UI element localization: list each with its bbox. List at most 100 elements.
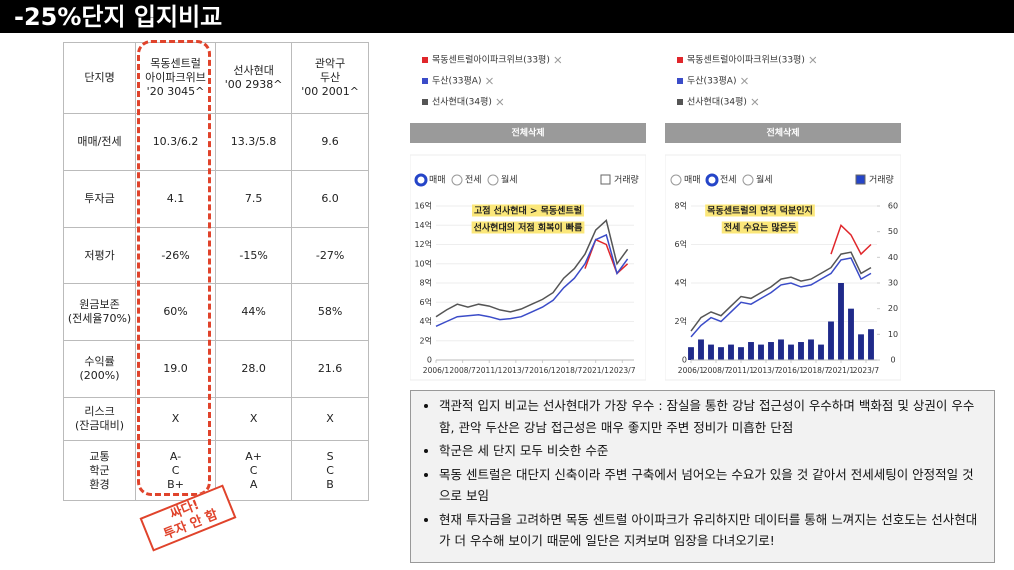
table-cell: 투자금 — [62, 170, 137, 228]
annotation: 고점 선사현대 > 목동센트럴 — [474, 205, 582, 217]
highlight-frame — [137, 40, 211, 496]
y-tick-label: 4억 — [675, 278, 687, 288]
y-tick-label: 2억 — [675, 316, 687, 326]
title-bar: -25%단지 입지비교 — [0, 0, 1014, 33]
table-row: 수익률 (200%) 19.0 28.0 21.6 — [62, 340, 369, 398]
comparison-table: 단지명 목동센트럴 아이파크위브 '20 3045^ 선사현대 '00 2938^ 관… — [62, 42, 369, 501]
table-cell: 수익률 (200%) — [62, 340, 137, 398]
remove-icon[interactable] — [809, 56, 817, 64]
volume-bar — [858, 334, 864, 360]
clear-button[interactable] — [665, 123, 901, 143]
table-cell: -27% — [291, 227, 369, 284]
radio-label: 월세 — [501, 174, 518, 186]
remove-icon[interactable] — [751, 98, 759, 106]
series-line — [435, 218, 629, 318]
x-tick-label: 2008/7 — [449, 366, 476, 375]
legend-label: 두산(33평A) — [687, 76, 736, 87]
radio[interactable] — [414, 173, 428, 187]
volume-checkbox[interactable] — [600, 174, 611, 185]
annotation-highlight — [471, 221, 585, 234]
y2-tick-label: 20 — [888, 304, 898, 313]
series-line — [435, 233, 629, 327]
radio[interactable] — [670, 174, 682, 186]
volume-checkbox[interactable] — [855, 174, 866, 185]
legend-label: 선사현대(34평) — [687, 97, 747, 108]
series-line — [690, 257, 872, 338]
slide-title: -25%단지 입지비교 — [14, 3, 223, 31]
volume-label: 거래량 — [869, 174, 894, 186]
volume-bar — [748, 342, 754, 360]
volume-label: 거래량 — [614, 174, 639, 186]
table-cell: 원금보존 (전세율70%) — [62, 283, 137, 341]
x-tick-label: 2016/1 — [778, 366, 805, 375]
y2-tick-label: 30 — [888, 279, 898, 288]
note-item: 현재 투자금을 고려하면 목동 센트럴 아이파크가 유리하지만 데이터를 통해 … — [439, 509, 982, 552]
y2-tick-label: 10 — [888, 330, 898, 339]
volume-bar — [848, 308, 854, 360]
table-cell: 13.3/5.8 — [215, 113, 293, 171]
volume-bar — [688, 347, 694, 360]
note-item: 객관적 입지 비교는 선사현대가 가장 우수 : 잠실을 통한 강남 접근성이 … — [439, 395, 982, 438]
x-tick-label: 2021/1 — [828, 366, 855, 375]
x-tick-label: 2021/1 — [582, 366, 609, 375]
y-tick-label: 8억 — [675, 201, 687, 211]
volume-bar — [778, 339, 784, 360]
remove-icon[interactable] — [741, 77, 748, 85]
y2-tick-label: 50 — [888, 227, 898, 236]
y-tick-label: 4억 — [420, 316, 432, 326]
y-tick-label: 8억 — [420, 278, 432, 288]
annotation-highlight — [705, 204, 815, 217]
x-tick-label: 2013/7 — [503, 366, 530, 375]
radio[interactable] — [742, 174, 754, 186]
legend-label: 두산(33평A) — [432, 76, 481, 87]
volume-bar — [818, 344, 824, 360]
table-cell: 7.5 — [215, 170, 293, 228]
table-cell: 10.3/6.2 — [135, 113, 217, 171]
table-cell: 목동센트럴 아이파크위브 '20 3045^ — [135, 42, 217, 114]
chart-box — [410, 154, 646, 381]
clear-button[interactable] — [410, 123, 646, 143]
table-cell: 19.0 — [135, 340, 217, 398]
table-cell: 관악구 두산 '00 2001^ — [291, 42, 369, 114]
radio-label: 전세 — [465, 175, 482, 186]
x-tick-label: 2016/1 — [529, 366, 556, 375]
legend-swatch — [677, 99, 683, 105]
y-tick-label: 0 — [682, 356, 687, 365]
x-tick-label: 2018/7 — [556, 366, 583, 375]
x-tick-label: 2006/1 — [423, 366, 450, 375]
radio[interactable] — [487, 174, 499, 186]
volume-bar — [708, 344, 714, 360]
remove-icon[interactable] — [496, 98, 504, 106]
table-cell: 단지명 — [62, 42, 137, 114]
table-cell: X — [215, 397, 293, 441]
volume-bar — [768, 342, 774, 360]
radio[interactable] — [451, 174, 463, 186]
y-tick-label: 6억 — [420, 297, 432, 307]
radio[interactable] — [705, 173, 719, 187]
legend-swatch — [677, 78, 683, 84]
table-cell: 9.6 — [291, 113, 369, 171]
legend-label: 목동센트럴아이파크위브(33평) — [432, 55, 550, 66]
table-cell: 저평가 — [62, 227, 137, 284]
remove-icon[interactable] — [486, 77, 493, 85]
table-cell: 28.0 — [215, 340, 293, 398]
table-row: 원금보존 (전세율70%) 60% 44% 58% — [62, 283, 369, 341]
legend-label: 목동센트럴아이파크위브(33평) — [687, 55, 805, 66]
volume-bar — [868, 329, 874, 360]
y2-tick-label: 40 — [888, 253, 898, 262]
radio-label: 전세 — [720, 175, 737, 186]
legend-swatch — [422, 99, 428, 105]
volume-bar — [738, 347, 744, 360]
notes-list: 객관적 입지 비교는 선사현대가 가장 우수 : 잠실을 통한 강남 접근성이 … — [419, 395, 982, 552]
clear-button-label: 전체삭제 — [511, 127, 544, 139]
y-tick-label: 2억 — [420, 335, 432, 345]
x-tick-label: 2006/1 — [678, 366, 705, 375]
annotation: 목동센트럴의 면적 덕분인지 — [707, 205, 813, 217]
remove-icon[interactable] — [554, 56, 562, 64]
table-row: 리스크 (잔금대비) X X X — [62, 397, 369, 441]
x-tick-label: 2023/7 — [853, 366, 880, 375]
